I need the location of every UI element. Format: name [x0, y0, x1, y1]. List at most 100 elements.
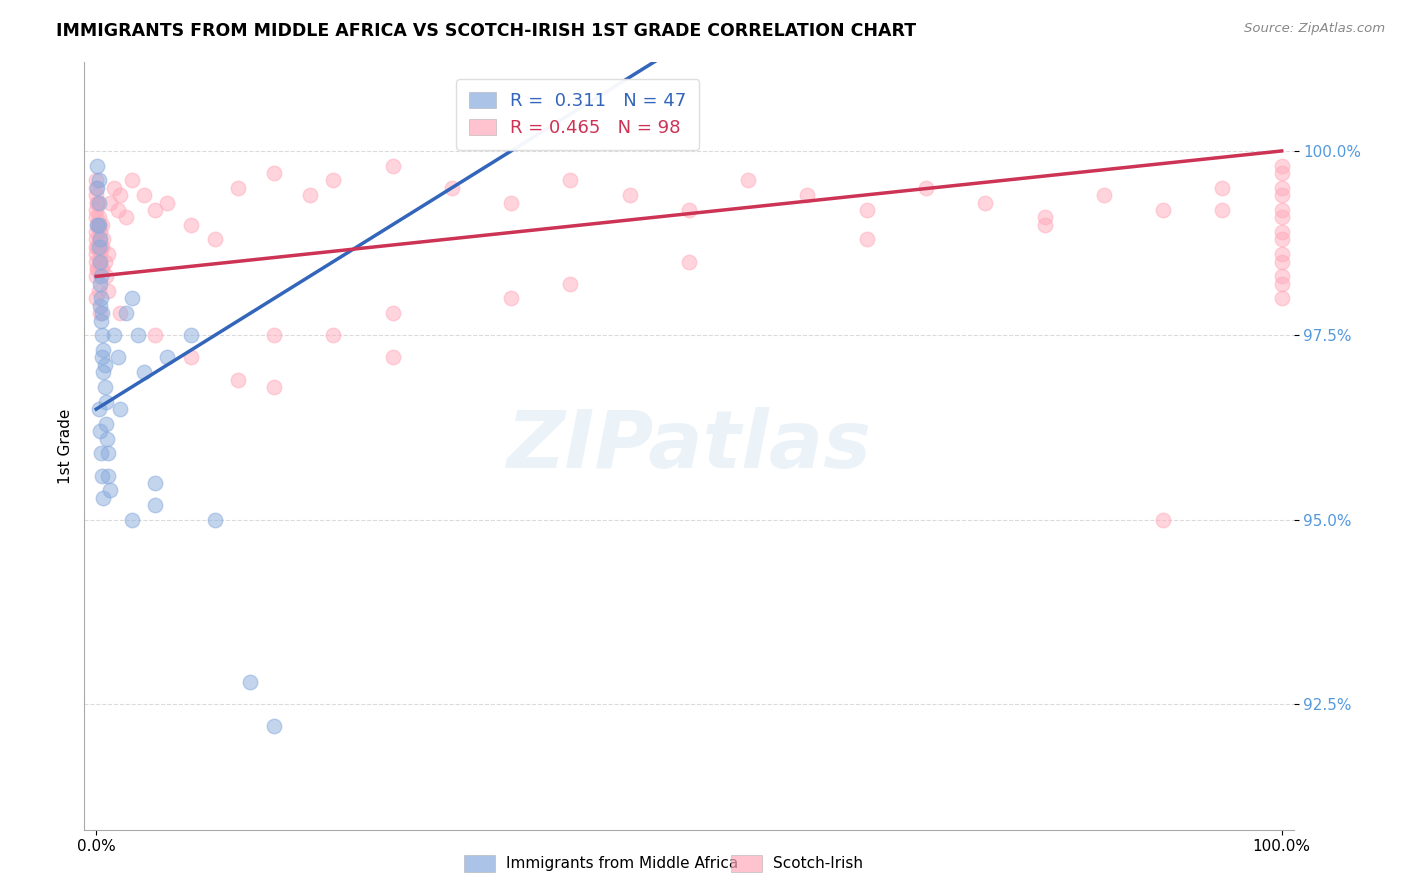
Point: [1092, 188, 1115, 202]
Point: [89, 424, 111, 438]
Point: [89, 306, 111, 320]
Point: [322, 328, 344, 343]
Point: [100, 195, 122, 210]
Text: ZIPatlas: ZIPatlas: [506, 407, 872, 485]
Point: [855, 202, 877, 217]
Point: [84, 240, 107, 254]
Point: [89, 240, 111, 254]
Point: [90, 269, 112, 284]
Point: [560, 173, 582, 187]
Point: [89, 225, 111, 239]
Point: [121, 292, 143, 306]
Text: IMMIGRANTS FROM MIDDLE AFRICA VS SCOTCH-IRISH 1ST GRADE CORRELATION CHART: IMMIGRANTS FROM MIDDLE AFRICA VS SCOTCH-…: [56, 22, 917, 40]
Text: Scotch-Irish: Scotch-Irish: [773, 856, 863, 871]
Point: [127, 328, 149, 343]
Point: [145, 475, 167, 490]
Point: [86, 159, 108, 173]
Point: [108, 402, 131, 417]
Point: [381, 306, 404, 320]
Point: [263, 719, 285, 733]
Point: [1271, 247, 1294, 261]
Point: [87, 284, 110, 298]
Point: [121, 173, 143, 187]
Point: [1271, 254, 1294, 268]
Point: [132, 365, 155, 379]
Point: [91, 262, 114, 277]
Point: [93, 358, 115, 372]
Point: [132, 188, 155, 202]
Point: [1152, 202, 1174, 217]
Point: [87, 218, 110, 232]
Point: [115, 306, 138, 320]
Point: [263, 380, 285, 394]
Point: [107, 202, 129, 217]
Point: [86, 240, 108, 254]
Point: [91, 351, 114, 365]
Point: [1271, 211, 1294, 225]
Point: [87, 402, 110, 417]
Point: [103, 181, 125, 195]
Text: Source: ZipAtlas.com: Source: ZipAtlas.com: [1244, 22, 1385, 36]
Point: [1271, 277, 1294, 291]
Point: [89, 299, 111, 313]
Text: Immigrants from Middle Africa: Immigrants from Middle Africa: [506, 856, 738, 871]
Y-axis label: 1st Grade: 1st Grade: [58, 409, 73, 483]
Point: [1271, 181, 1294, 195]
Point: [87, 240, 110, 254]
Point: [737, 173, 759, 187]
Point: [87, 173, 110, 187]
Point: [204, 513, 226, 527]
Point: [86, 195, 108, 210]
Point: [86, 262, 108, 277]
Point: [84, 173, 107, 187]
Point: [97, 468, 120, 483]
Point: [90, 292, 112, 306]
Point: [156, 195, 179, 210]
Point: [501, 292, 523, 306]
Point: [91, 306, 114, 320]
Point: [90, 240, 112, 254]
Point: [91, 218, 114, 232]
Point: [91, 365, 114, 379]
Point: [501, 195, 523, 210]
Point: [263, 328, 285, 343]
Point: [381, 159, 404, 173]
Point: [93, 254, 115, 268]
Point: [97, 247, 120, 261]
Point: [1033, 218, 1056, 232]
Point: [84, 232, 107, 246]
Point: [1033, 211, 1056, 225]
Point: [263, 166, 285, 180]
Point: [796, 188, 818, 202]
Point: [974, 195, 997, 210]
Legend: R =  0.311   N = 47, R = 0.465   N = 98: R = 0.311 N = 47, R = 0.465 N = 98: [456, 79, 699, 150]
Point: [1152, 513, 1174, 527]
Point: [87, 218, 110, 232]
Point: [107, 351, 129, 365]
Point: [91, 343, 114, 358]
Point: [87, 195, 110, 210]
Point: [180, 328, 202, 343]
Point: [381, 351, 404, 365]
Point: [1271, 232, 1294, 246]
Point: [86, 262, 108, 277]
Point: [156, 351, 179, 365]
Point: [91, 232, 114, 246]
Point: [145, 202, 167, 217]
Point: [145, 328, 167, 343]
Point: [108, 306, 131, 320]
Point: [1271, 188, 1294, 202]
Point: [239, 675, 262, 690]
Point: [228, 373, 250, 387]
Point: [322, 173, 344, 187]
Point: [86, 218, 108, 232]
Point: [94, 394, 117, 409]
Point: [84, 247, 107, 261]
Point: [619, 188, 641, 202]
Point: [94, 269, 117, 284]
Point: [121, 513, 143, 527]
Point: [93, 380, 115, 394]
Point: [89, 232, 111, 246]
Point: [84, 202, 107, 217]
Point: [96, 432, 118, 446]
